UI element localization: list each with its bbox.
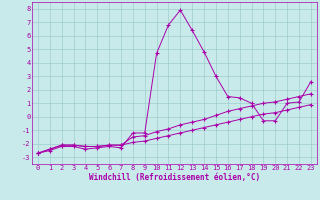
X-axis label: Windchill (Refroidissement éolien,°C): Windchill (Refroidissement éolien,°C) (89, 173, 260, 182)
